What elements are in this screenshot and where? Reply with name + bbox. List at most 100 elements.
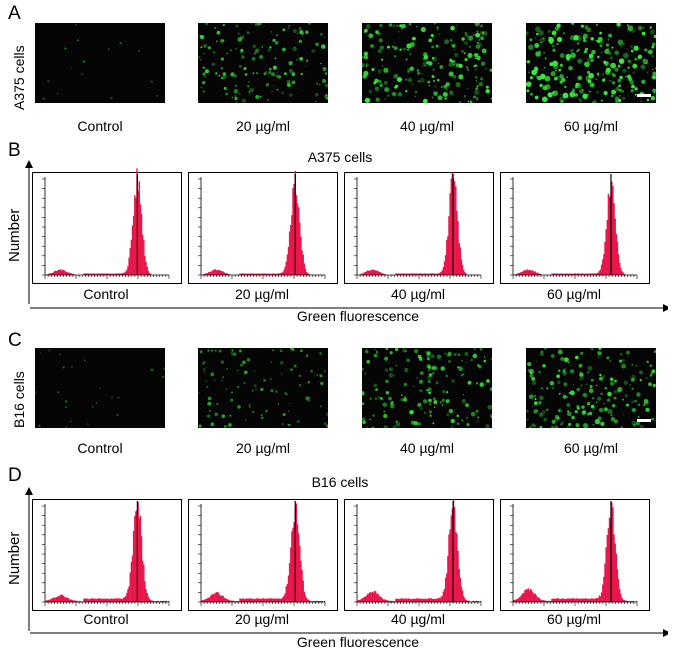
cell-spot — [544, 75, 551, 82]
cell-spot — [71, 366, 73, 368]
cell-spot — [645, 407, 650, 412]
cell-spot — [617, 39, 624, 46]
histogram-bar — [247, 599, 249, 602]
histogram-bar — [537, 273, 540, 275]
cell-spot — [253, 369, 256, 372]
cell-spot — [639, 370, 643, 375]
cell-spot — [531, 380, 537, 386]
cell-spot — [379, 45, 385, 50]
histogram-bar — [587, 273, 589, 275]
histogram-bar — [456, 210, 458, 275]
histogram-bar — [287, 246, 290, 275]
cell-spot — [455, 82, 461, 88]
histogram-bar — [451, 172, 454, 275]
histogram-bar — [424, 273, 427, 275]
histogram-bar — [575, 598, 577, 602]
cell-spot — [543, 51, 546, 54]
histogram-bar — [54, 271, 56, 275]
histogram-bar — [139, 515, 142, 602]
cell-spot — [443, 84, 448, 89]
histogram-bar — [252, 599, 255, 602]
histogram-bar — [219, 595, 221, 602]
micrograph-a-4 — [526, 23, 656, 103]
histogram-bar — [465, 600, 467, 602]
histogram-bar — [410, 273, 412, 275]
histogram-bar — [73, 600, 75, 602]
cell-spot — [646, 71, 649, 74]
cell-spot — [621, 363, 626, 369]
cell-spot — [362, 368, 364, 371]
cell-spot — [48, 349, 51, 352]
histogram-bar — [376, 270, 378, 275]
cell-spot — [649, 364, 653, 367]
cell-spot — [597, 55, 600, 59]
histogram-bar — [448, 216, 450, 275]
cell-spot — [595, 384, 598, 387]
cell-spot — [427, 375, 432, 380]
histogram-bar — [434, 598, 437, 602]
histogram-bar — [631, 601, 633, 602]
histogram-bar — [109, 273, 111, 275]
histogram-bar — [605, 547, 607, 602]
cell-spot — [431, 56, 435, 60]
cell-spot — [539, 352, 544, 357]
histogram-bar — [131, 225, 134, 275]
histogram-bar — [437, 273, 439, 275]
histogram-bar — [402, 273, 404, 275]
cell-spot — [207, 401, 212, 406]
cell-spot — [460, 374, 464, 377]
cell-spot — [641, 79, 646, 85]
histogram-bar — [314, 601, 317, 602]
histogram-bar — [255, 273, 257, 275]
cell-spot — [422, 52, 428, 57]
histogram-bar — [107, 598, 109, 602]
histogram-bar — [626, 600, 629, 602]
histogram-bar — [538, 598, 541, 602]
cell-spot — [634, 57, 638, 61]
cell-spot — [300, 72, 303, 76]
cell-spot — [652, 71, 656, 76]
histogram-bar — [396, 598, 398, 602]
cell-spot — [394, 348, 399, 352]
cell-spot — [290, 348, 294, 351]
cell-spot — [255, 48, 260, 53]
histogram-bar — [144, 255, 146, 275]
cell-spot — [650, 95, 656, 101]
cell-spot — [582, 33, 588, 39]
histogram-bar — [210, 271, 212, 275]
cell-spot — [543, 417, 548, 422]
cell-spot — [363, 70, 369, 77]
histogram-bar — [401, 273, 403, 275]
histogram-bar — [613, 534, 615, 602]
histogram-bar — [397, 598, 400, 602]
cell-spot — [248, 93, 250, 95]
cell-spot — [557, 380, 561, 385]
histogram-bar — [584, 598, 586, 602]
histogram-bar — [430, 273, 432, 275]
cell-spot — [597, 351, 602, 356]
histogram-bar — [103, 599, 106, 602]
cell-spot — [540, 350, 543, 353]
cell-spot — [602, 78, 606, 82]
cell-spot — [534, 398, 537, 401]
histogram-bar — [450, 178, 453, 275]
cell-spot — [296, 58, 299, 61]
cell-spot — [529, 76, 533, 80]
histogram-bar — [86, 273, 89, 275]
cell-spot — [218, 349, 222, 353]
cell-spot — [366, 426, 368, 428]
cell-spot — [540, 41, 542, 44]
cell-spot — [475, 32, 481, 38]
cell-spot — [255, 72, 259, 75]
cell-spot — [570, 390, 575, 396]
cell-spot — [641, 31, 646, 36]
cell-spot — [316, 82, 318, 85]
histogram-bar — [243, 598, 246, 602]
cell-spot — [64, 47, 67, 50]
histogram-bar — [245, 273, 247, 275]
histogram-bar — [404, 598, 406, 602]
histogram-bar — [282, 597, 284, 602]
histogram-bar — [102, 598, 104, 602]
histogram-bar — [291, 531, 293, 602]
cell-spot — [566, 425, 570, 428]
